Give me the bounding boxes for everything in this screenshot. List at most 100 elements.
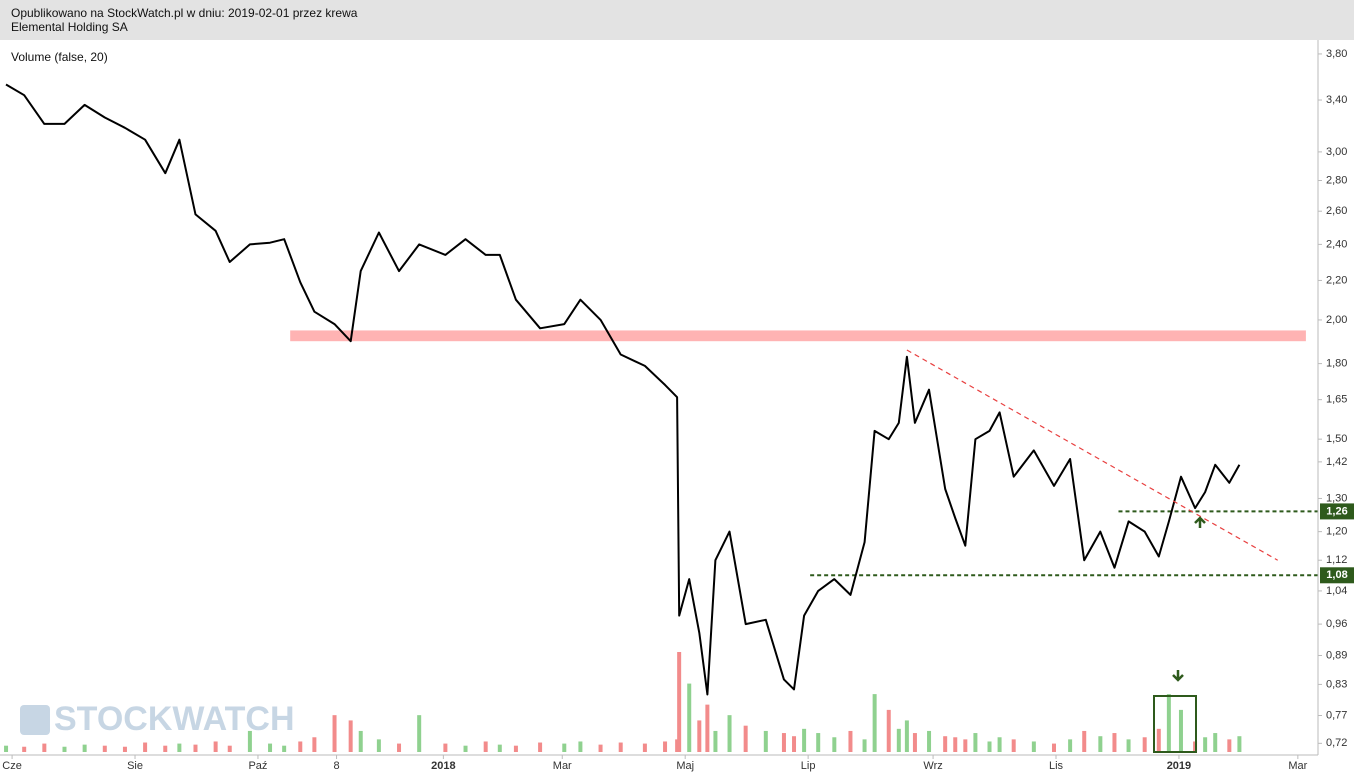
y-tick-label: 1,80 <box>1326 358 1347 370</box>
x-tick-label: Sie <box>127 760 143 772</box>
y-tick-label: 0,89 <box>1326 649 1347 661</box>
volume-bar <box>513 745 518 752</box>
y-tick-label: 3,80 <box>1326 48 1347 60</box>
volume-bar <box>792 736 797 752</box>
logo: STOCKWATCH <box>20 700 295 738</box>
volume-bar <box>781 733 786 752</box>
volume-bar <box>904 720 909 752</box>
volume-bar <box>687 683 692 752</box>
x-tick-label: Lip <box>801 760 816 772</box>
volume-bar <box>143 742 148 752</box>
volume-bar <box>193 744 198 752</box>
x-tick-label: Maj <box>676 760 694 772</box>
arrow-up <box>1194 516 1206 528</box>
volume-bar <box>1156 728 1161 752</box>
level-label: 1,26 <box>1326 505 1347 517</box>
volume-bar <box>463 745 468 752</box>
volume-bar <box>832 737 837 752</box>
level-badge <box>1320 503 1354 520</box>
volume-bar <box>987 741 992 752</box>
y-tick-label: 1,12 <box>1326 554 1347 566</box>
y-tick-label: 2,00 <box>1326 314 1347 326</box>
volume-bar <box>1203 737 1208 752</box>
y-tick-label: 0,96 <box>1326 618 1347 630</box>
volume-bar <box>1213 733 1218 752</box>
y-tick-label: 2,60 <box>1326 205 1347 217</box>
y-tick-label: 1,04 <box>1326 585 1347 597</box>
level-badge <box>1320 567 1354 584</box>
volume-bar <box>376 739 381 752</box>
volume-bar <box>22 746 27 752</box>
volume-bar <box>598 744 603 752</box>
volume-bar <box>618 742 623 752</box>
logo-icon <box>20 705 50 735</box>
volume-bar <box>663 741 668 752</box>
x-tick-label: 8 <box>333 760 339 772</box>
y-tick-label: 2,20 <box>1326 274 1347 286</box>
volume-bar <box>848 730 853 752</box>
volume-bar <box>1068 739 1073 752</box>
header: Opublikowano na StockWatch.pl w dniu: 20… <box>0 0 1354 40</box>
y-tick-label: 0,83 <box>1326 678 1347 690</box>
volume-bar <box>1051 743 1056 752</box>
x-tick-label: Mar <box>553 760 572 772</box>
volume-bar <box>1166 694 1171 752</box>
volume-bar <box>562 743 567 752</box>
trendline <box>906 349 1278 561</box>
x-tick-label: Paź <box>248 760 267 772</box>
volume-bar <box>872 694 877 752</box>
y-tick-label: 1,50 <box>1326 433 1347 445</box>
x-tick-label: Mar <box>1288 760 1307 772</box>
published-line: Opublikowano na StockWatch.pl w dniu: 20… <box>11 6 358 20</box>
volume-bar <box>1031 741 1036 752</box>
volume-bar <box>397 743 402 752</box>
resistance-zone <box>290 330 1306 342</box>
volume-bar <box>1237 736 1242 752</box>
y-tick-label: 2,40 <box>1326 238 1347 250</box>
volume-bar <box>912 733 917 752</box>
volume-bar <box>677 652 682 752</box>
volume-bar <box>675 739 680 752</box>
volume-bar <box>1112 733 1117 752</box>
volume-bar <box>642 743 647 752</box>
volume-bar <box>497 744 502 752</box>
volume-bar <box>312 737 317 752</box>
volume-bar <box>122 746 127 752</box>
volume-bar <box>862 739 867 752</box>
volume-bar <box>298 741 303 752</box>
volume-bar <box>697 720 702 752</box>
volume-bar <box>713 730 718 752</box>
volume-bar <box>943 736 948 752</box>
y-tick-label: 3,40 <box>1326 94 1347 106</box>
volume-bar <box>348 720 353 752</box>
volume-bar <box>332 715 337 752</box>
volume-bar <box>1126 739 1131 752</box>
indicator-label: Volume (false, 20) <box>11 50 108 64</box>
volume-bar <box>727 715 732 752</box>
volume-bar <box>1011 739 1016 752</box>
volume-bar <box>1098 736 1103 752</box>
x-tick-label: Wrz <box>923 760 942 772</box>
y-tick-label: 3,00 <box>1326 146 1347 158</box>
company-name: Elemental Holding SA <box>11 20 128 34</box>
volume-bar <box>1142 737 1147 752</box>
y-tick-label: 1,20 <box>1326 526 1347 538</box>
volume-bar <box>417 715 422 752</box>
volume-bar <box>953 737 958 752</box>
y-tick-label: 0,72 <box>1326 737 1347 749</box>
volume-bar <box>82 744 87 752</box>
highlight-box <box>1153 695 1197 753</box>
y-tick-label: 1,42 <box>1326 456 1347 468</box>
level-label: 1,08 <box>1326 569 1347 581</box>
volume-bar <box>247 730 252 752</box>
volume-bar <box>886 709 891 752</box>
x-tick-label: 2018 <box>431 760 455 772</box>
price-line <box>5 83 1241 696</box>
volume-bar <box>927 730 932 752</box>
volume-bar <box>538 742 543 752</box>
volume-bar <box>763 730 768 752</box>
x-tick-label: 2019 <box>1167 760 1191 772</box>
volume-bar <box>743 725 748 752</box>
